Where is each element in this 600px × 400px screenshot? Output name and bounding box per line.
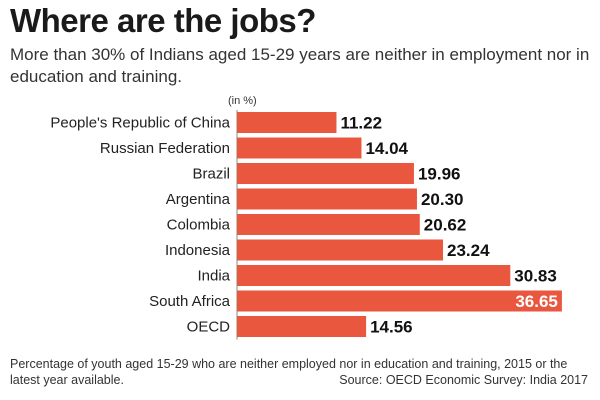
value-label: 11.22: [340, 114, 382, 133]
unit-label: (in %): [228, 95, 257, 107]
value-label: 23.24: [447, 241, 490, 260]
bar: [237, 137, 362, 159]
value-label: 19.96: [418, 165, 461, 184]
bar: [237, 239, 444, 261]
category-label: Brazil: [192, 166, 230, 183]
source-note: Source: OECD Economic Survey: India 2017: [339, 373, 588, 387]
category-label: Indonesia: [165, 242, 231, 259]
bar: [237, 214, 420, 235]
category-label: Argentina: [166, 191, 231, 208]
bar: [237, 188, 417, 210]
value-label: 20.62: [424, 216, 467, 235]
chart-title: Where are the jobs?: [10, 2, 316, 39]
bar: [237, 316, 367, 337]
value-label: 20.30: [421, 190, 464, 209]
value-label: 14.56: [370, 318, 413, 337]
value-label: 14.04: [365, 139, 408, 158]
chart-subtitle: More than 30% of Indians aged 15-29 year…: [10, 45, 590, 86]
value-label: 30.83: [514, 267, 557, 286]
bar: [237, 163, 414, 184]
footnote: Percentage of youth aged 15-29 who are n…: [10, 357, 568, 387]
category-label: Colombia: [167, 217, 231, 234]
value-label: 36.65: [515, 292, 558, 311]
category-label: India: [197, 268, 230, 285]
category-label: Russian Federation: [100, 140, 230, 157]
category-label: OECD: [187, 319, 231, 336]
bar: [237, 112, 337, 133]
category-label: People's Republic of China: [50, 115, 230, 132]
bar: [237, 290, 562, 312]
category-label: South Africa: [149, 293, 231, 310]
bar: [237, 265, 511, 286]
